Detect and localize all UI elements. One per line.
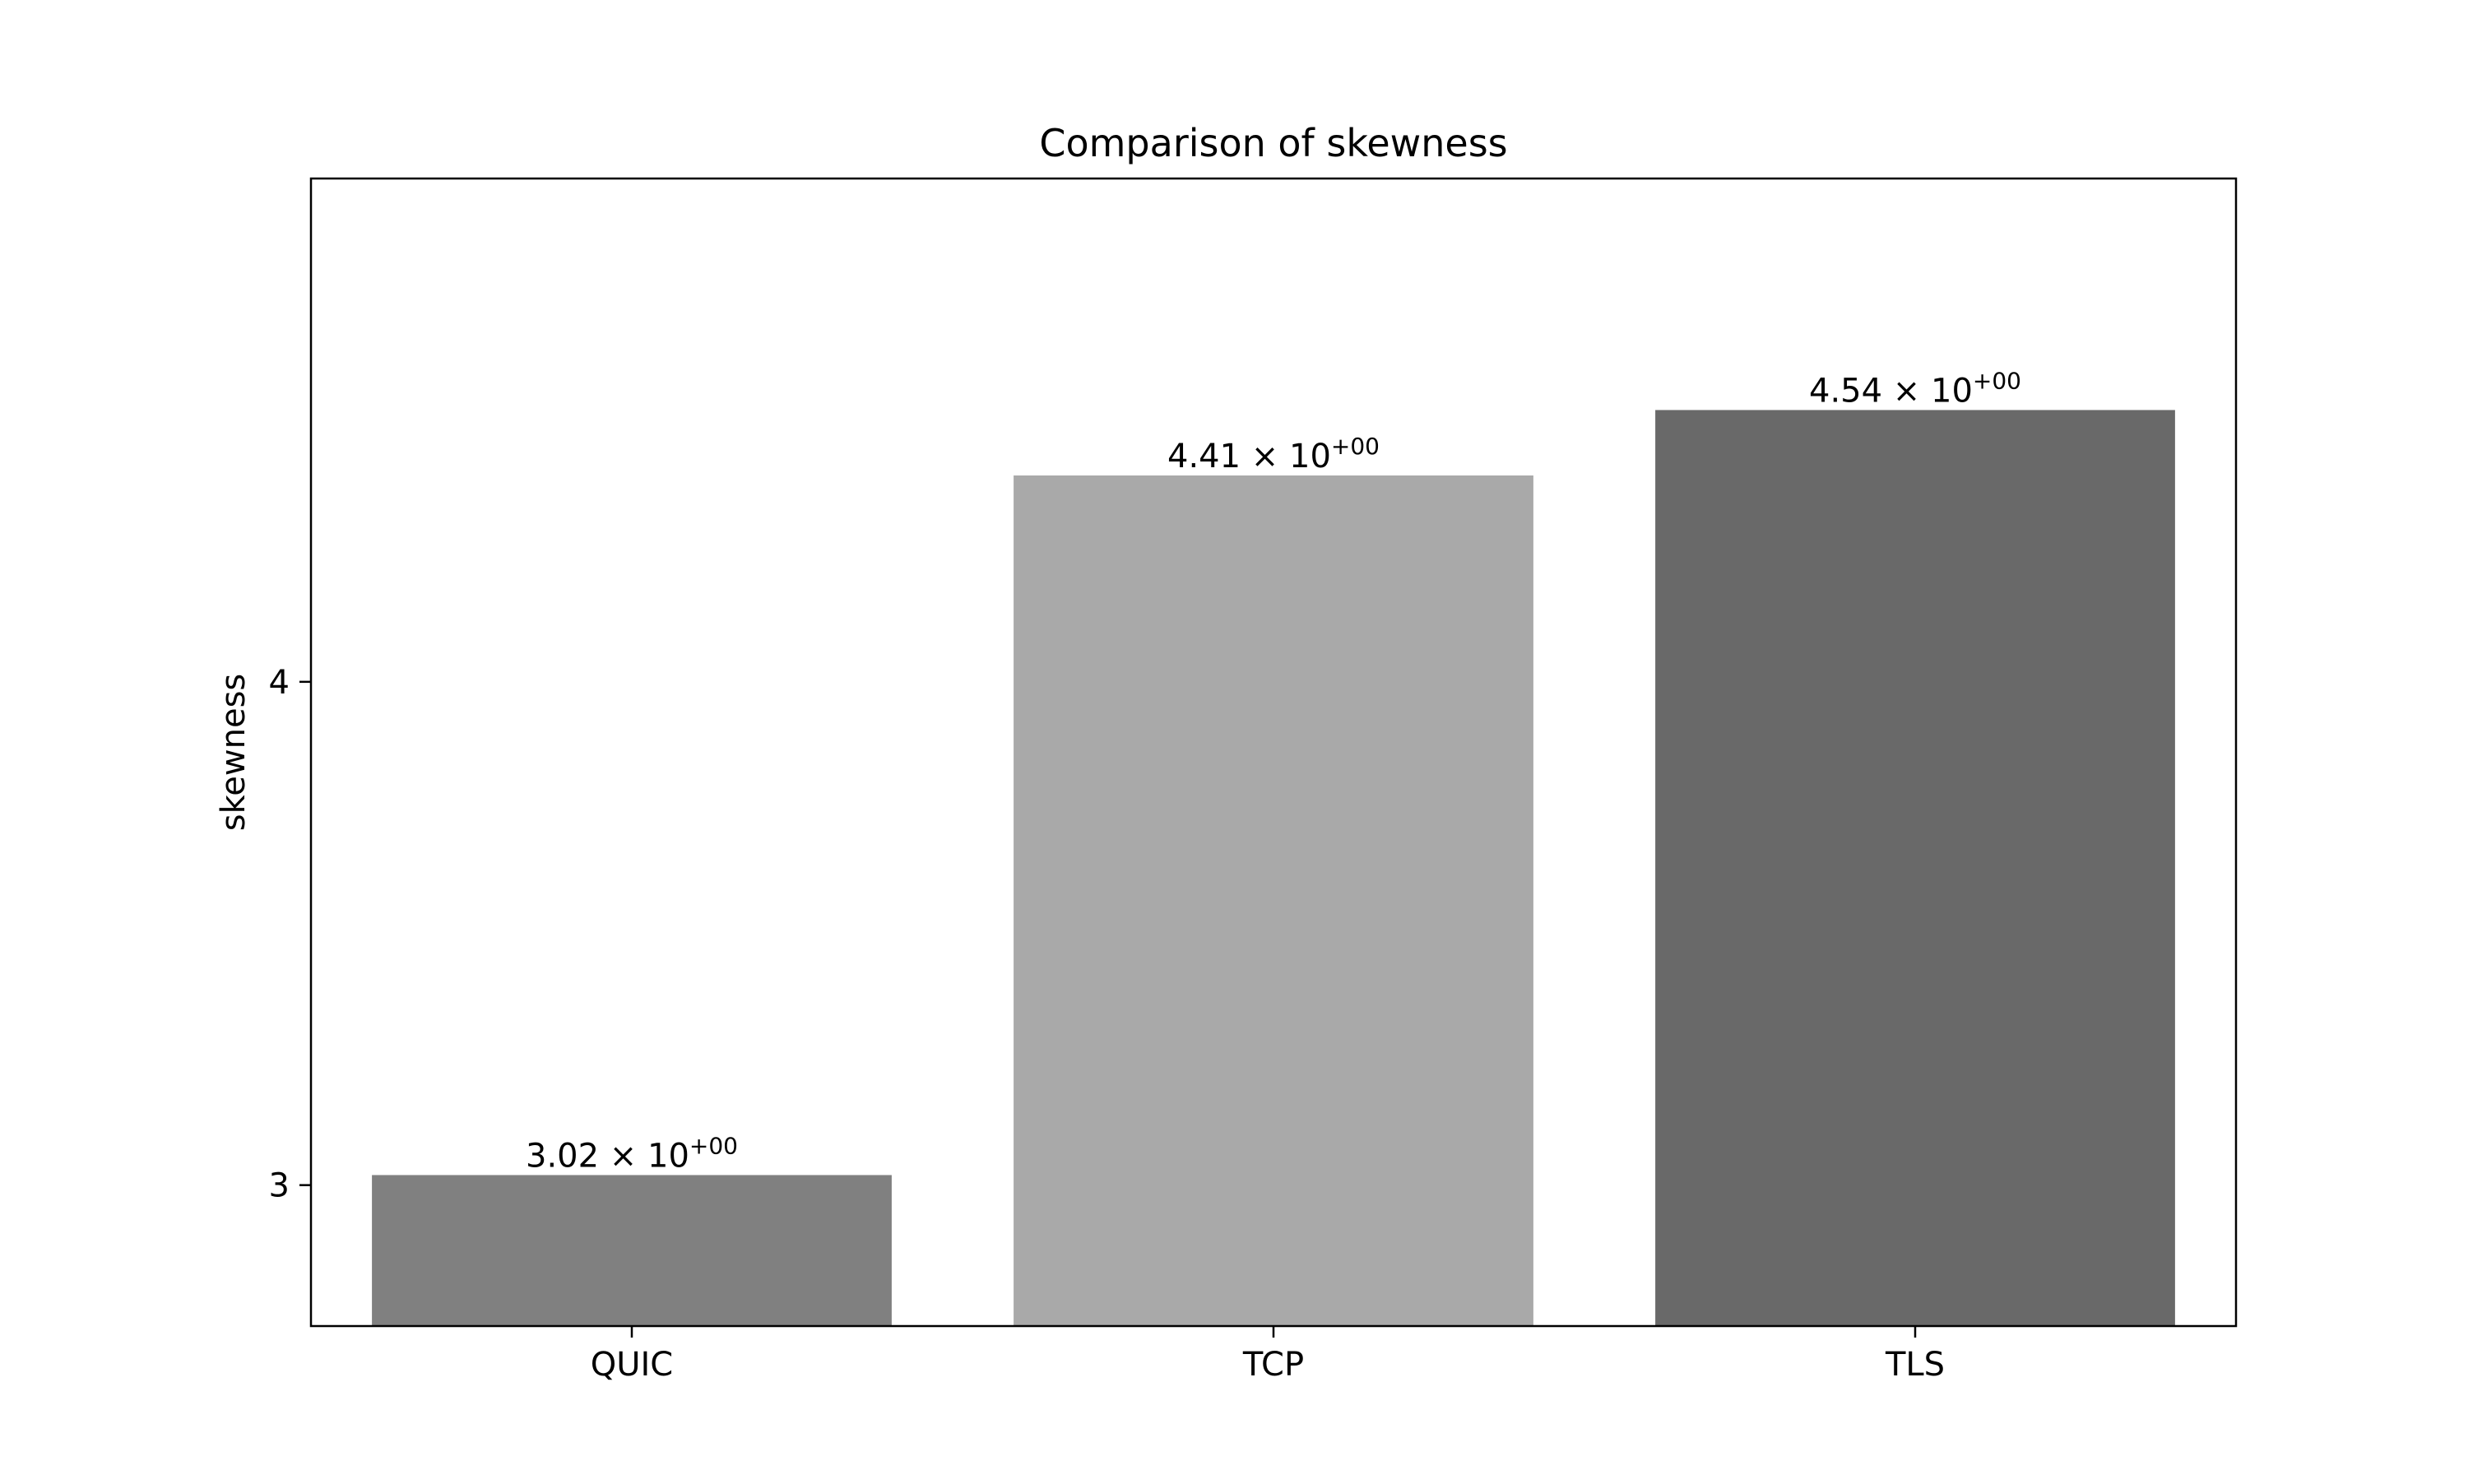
value-labels-layer: 3.02 × 10+00 4.41 × 10+00 4.54 × 10+00 <box>526 367 2021 1175</box>
y-tick-label-3: 3 <box>269 1167 290 1205</box>
x-tick-label-tcp: TCP <box>1242 1346 1304 1384</box>
y-axis: 34 <box>269 664 311 1205</box>
plot-area-frame <box>309 177 2238 1328</box>
x-tick-label-quic: QUIC <box>591 1346 674 1384</box>
x-tick-label-tls: TLS <box>1885 1346 1945 1384</box>
value-label-tls: 4.54 × 10+00 <box>1809 367 2021 410</box>
x-axis: QUIC TCP TLS <box>591 1326 1945 1384</box>
y-tick-label-4: 4 <box>269 664 290 702</box>
chart-title: Comparison of skewness <box>1039 121 1507 165</box>
bar-tcp <box>1014 475 1533 1326</box>
y-axis-label: skewness <box>215 674 253 832</box>
bars-layer <box>372 410 2175 1326</box>
bar-quic <box>372 1175 892 1326</box>
value-label-quic: 3.02 × 10+00 <box>526 1132 738 1175</box>
bar-tls <box>1655 410 2175 1326</box>
value-label-tcp: 4.41 × 10+00 <box>1167 433 1380 475</box>
